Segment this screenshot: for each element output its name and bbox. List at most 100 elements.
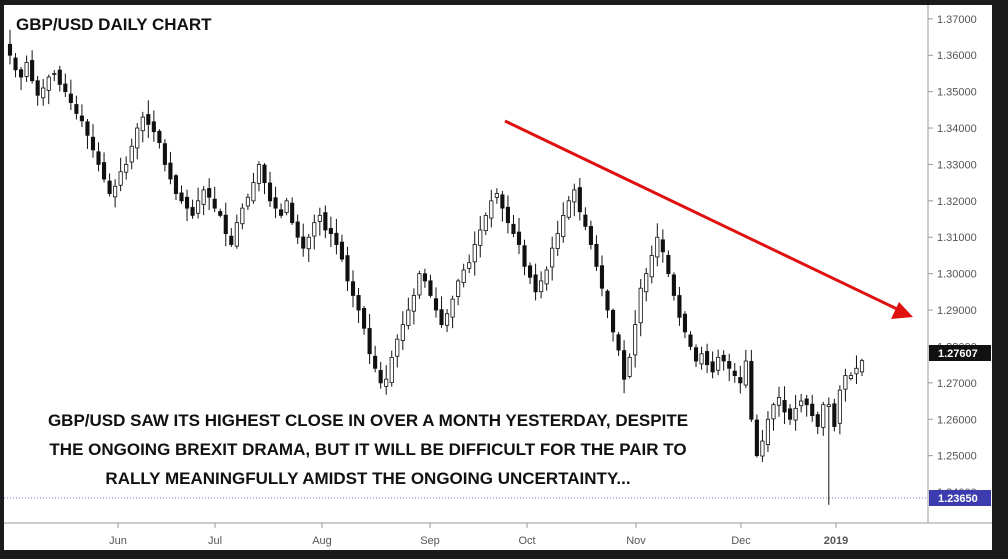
candle xyxy=(301,223,306,257)
candle xyxy=(135,123,140,160)
price-axis-area xyxy=(928,5,992,523)
candle-body-up xyxy=(129,145,134,163)
candle xyxy=(588,220,593,250)
candle-body-up xyxy=(555,233,560,249)
candle-body-down xyxy=(162,143,167,165)
candle-body-down xyxy=(173,175,179,194)
candle-body-up xyxy=(445,313,450,326)
candle-body-down xyxy=(433,298,439,311)
time-tick-label: Aug xyxy=(312,535,332,547)
candle xyxy=(527,262,533,285)
candle xyxy=(406,297,411,330)
candle-body-down xyxy=(334,232,339,245)
candle-body-down xyxy=(832,403,837,427)
candle-body-down xyxy=(671,274,676,296)
candle-body-down xyxy=(279,209,284,216)
price-tick-label: 1.37000 xyxy=(937,14,977,26)
candle xyxy=(107,173,112,197)
candle xyxy=(212,186,217,213)
candle-body-down xyxy=(85,121,90,136)
candle xyxy=(101,152,107,183)
candle-body-up xyxy=(456,280,461,297)
candle-body-up xyxy=(41,87,46,99)
candle-body-up xyxy=(306,236,311,250)
candle-body-down xyxy=(207,188,212,198)
candle xyxy=(771,402,776,431)
time-axis-ticks: Jun Jul Aug Sep Oct Nov Dec 2019 xyxy=(109,523,848,547)
chart-title: GBP/USD DAILY CHART xyxy=(16,15,212,34)
annotation-line-3: RALLY MEANINGFULLY AMIDST THE ONGOING UN… xyxy=(105,469,630,488)
candle-body-down xyxy=(101,162,107,180)
candle-body-down xyxy=(788,408,793,420)
candle-body-up xyxy=(234,222,239,247)
candle-body-down xyxy=(810,403,815,417)
candle xyxy=(616,331,621,356)
time-tick-label: Dec xyxy=(731,535,751,547)
time-tick-label: 2019 xyxy=(824,535,848,547)
time-tick-label: Sep xyxy=(420,535,440,547)
trend-arrow xyxy=(504,119,898,311)
time-tick-label: Jun xyxy=(109,535,127,547)
candle xyxy=(295,214,300,244)
candle xyxy=(218,208,223,218)
candle xyxy=(644,267,649,302)
candle xyxy=(334,218,339,255)
candle-body-up xyxy=(633,324,638,356)
candle xyxy=(561,202,566,243)
candle-body-down xyxy=(610,309,616,333)
candle-body-up xyxy=(472,244,477,263)
candle-body-up xyxy=(854,367,859,375)
candle xyxy=(201,186,206,216)
candle xyxy=(13,53,18,78)
candle xyxy=(677,286,682,326)
candle-body-down xyxy=(622,350,627,380)
candle-body-down xyxy=(168,162,173,180)
candle xyxy=(699,346,704,370)
candle-body-up xyxy=(550,247,555,268)
candle xyxy=(345,246,350,292)
candle xyxy=(577,177,582,221)
candle-body-down xyxy=(516,231,522,245)
candle-body-down xyxy=(533,274,538,293)
candle xyxy=(339,234,345,262)
candle xyxy=(79,104,84,128)
candle-body-down xyxy=(754,419,759,457)
candle xyxy=(705,343,710,374)
candle xyxy=(804,394,809,417)
candle-body-up xyxy=(489,200,494,219)
candle-body-up xyxy=(461,269,466,283)
current-price-value: 1.27607 xyxy=(938,348,978,360)
candle xyxy=(782,386,787,424)
candle-body-up xyxy=(284,200,289,214)
candle xyxy=(428,274,433,298)
candle xyxy=(754,414,759,458)
price-tick-label: 1.29000 xyxy=(937,305,977,317)
candle xyxy=(19,66,24,91)
candle xyxy=(196,187,201,219)
candle xyxy=(467,254,472,274)
candle xyxy=(638,279,643,337)
candle xyxy=(445,309,450,333)
candle-body-down xyxy=(594,243,599,267)
candle xyxy=(693,344,699,368)
candle-body-up xyxy=(478,229,483,246)
candle-body-down xyxy=(339,241,345,260)
candle xyxy=(113,179,118,208)
candle xyxy=(765,411,771,452)
candle xyxy=(450,295,455,329)
candle xyxy=(63,73,68,98)
candle xyxy=(179,185,184,204)
candle-body-down xyxy=(267,182,273,202)
candle-body-up xyxy=(826,404,831,407)
candle-body-up xyxy=(821,404,826,428)
candle-body-up xyxy=(544,269,549,285)
candle-body-down xyxy=(328,228,333,235)
candle-body-up xyxy=(389,356,394,383)
candle xyxy=(273,186,278,219)
plot-area xyxy=(4,5,928,523)
candle xyxy=(583,207,588,231)
candle-body-down xyxy=(749,360,754,420)
price-tick-label: 1.34000 xyxy=(937,123,977,135)
candle xyxy=(439,296,444,328)
